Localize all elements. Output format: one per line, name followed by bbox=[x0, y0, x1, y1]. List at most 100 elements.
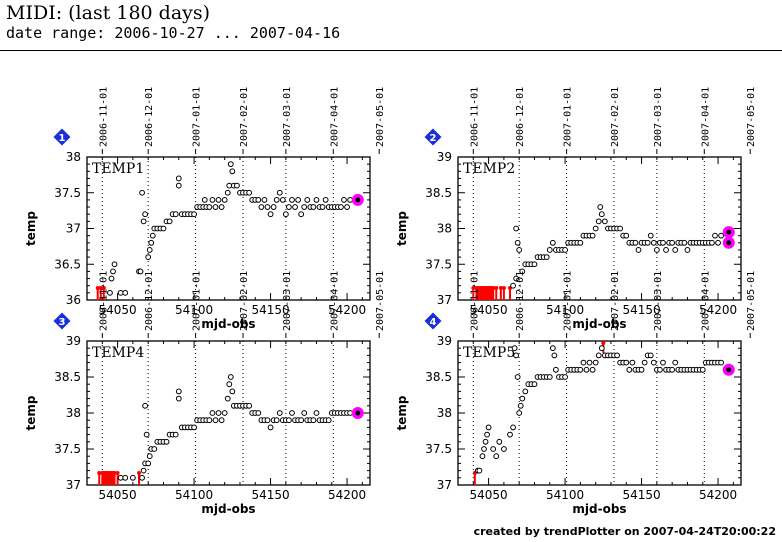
chart4-data-point bbox=[598, 345, 605, 352]
chart2-data-point bbox=[623, 232, 630, 239]
chart2-data-point bbox=[543, 254, 550, 261]
chart3-date-tick-label: 2007-05-01 bbox=[375, 271, 386, 331]
chart2-badge-icon bbox=[424, 128, 442, 146]
chart4-y-axis-label: temp bbox=[395, 395, 409, 430]
chart2-data-point bbox=[598, 211, 605, 218]
chart3-data-point bbox=[218, 417, 225, 424]
chart1-data-point bbox=[295, 197, 302, 203]
chart2-badge-number: 2 bbox=[430, 133, 437, 144]
chart4-y-tick-label: 38 bbox=[437, 406, 452, 420]
chart3-data-point bbox=[289, 410, 295, 416]
chart3-outlier-marker bbox=[137, 471, 142, 475]
chart1-data-point bbox=[145, 254, 152, 261]
chart4-date-tick-label: 2006-11-01 bbox=[469, 271, 480, 331]
chart1-data-point bbox=[289, 197, 295, 203]
chart1-data-point bbox=[246, 189, 253, 196]
chart1-data-point bbox=[140, 218, 147, 225]
chart4-data-point bbox=[517, 402, 524, 409]
chart1-data-point bbox=[221, 197, 228, 203]
chart1-data-point bbox=[201, 197, 208, 203]
chart1-data-point bbox=[286, 204, 292, 210]
chart3-data-point bbox=[117, 474, 124, 481]
chart2-data-point bbox=[595, 218, 602, 225]
chart3-plot-frame bbox=[86, 340, 371, 486]
chart3-data-point bbox=[175, 395, 182, 402]
chart1-y-tick-label: 36.5 bbox=[54, 257, 81, 271]
chart1-date-tick-label: 2007-04-01 bbox=[329, 87, 340, 147]
chart2-data-point bbox=[650, 239, 657, 246]
chart4-data-point bbox=[484, 431, 490, 438]
chart4-data-point bbox=[490, 446, 497, 452]
chart3-data-point bbox=[172, 431, 179, 438]
chart3-data-point bbox=[227, 374, 234, 380]
chart4-date-tick-label: 2007-02-01 bbox=[610, 271, 621, 331]
chart2-y-tick-label: 38.5 bbox=[425, 186, 452, 200]
chart1-data-point bbox=[107, 289, 113, 296]
chart2-data-point bbox=[589, 232, 596, 239]
chart4-badge-number: 4 bbox=[430, 317, 437, 328]
chart2-x-tick-label: 54050 bbox=[470, 303, 508, 317]
chart3-data-point bbox=[209, 410, 216, 416]
chart1-data-point bbox=[338, 204, 344, 210]
chart1-data-point bbox=[313, 197, 320, 203]
chart3-date-tick-label: 2006-11-01 bbox=[98, 271, 109, 331]
chart1-outlier-marker bbox=[95, 286, 100, 290]
chart1-data-point bbox=[276, 189, 283, 196]
chart1-data-point bbox=[218, 204, 225, 210]
chart2-plot-frame bbox=[457, 156, 742, 301]
chart4-data-point bbox=[623, 359, 630, 366]
chart4-badge-icon bbox=[424, 312, 442, 330]
chart2-data-point bbox=[663, 247, 669, 253]
chart3-data-point bbox=[226, 381, 233, 388]
chart2-y-tick-label: 38 bbox=[437, 222, 452, 236]
chart3-y-tick-label: 37.5 bbox=[54, 442, 81, 456]
chart3-data-point bbox=[276, 410, 283, 416]
chart2-date-tick-label: 2007-05-01 bbox=[746, 87, 757, 147]
chart1-y-tick-label: 36 bbox=[66, 293, 81, 307]
chart4-data-point bbox=[672, 359, 679, 366]
chart1-latest-point-core bbox=[355, 197, 361, 203]
chart4-data-point bbox=[657, 366, 663, 373]
chart4-x-tick-label: 54150 bbox=[622, 488, 660, 502]
chart2-date-tick-label: 2007-03-01 bbox=[653, 87, 664, 147]
chart4-data-point bbox=[629, 359, 636, 366]
chart3-data-point bbox=[139, 474, 145, 481]
chart1-data-point bbox=[261, 197, 268, 203]
chart1-date-tick-label: 2007-05-01 bbox=[375, 87, 386, 147]
chart4-data-point bbox=[660, 359, 666, 366]
chart1-data-point bbox=[166, 218, 173, 225]
chart1-data-point bbox=[215, 197, 222, 203]
date-range-label: date range: 2006-10-27 ... 2007-04-16 bbox=[6, 24, 341, 42]
chart4-data-point bbox=[513, 352, 520, 359]
chart4-data-point bbox=[580, 359, 587, 366]
chart1-x-tick-label: 54150 bbox=[251, 303, 289, 317]
chart3-y-tick-label: 39 bbox=[66, 334, 81, 348]
chart3-outlier-marker bbox=[112, 471, 117, 475]
chart2-date-tick-label: 2007-02-01 bbox=[610, 87, 621, 147]
chart3-data-point bbox=[142, 402, 149, 409]
chart2-data-point bbox=[718, 232, 725, 239]
chart1-data-point bbox=[139, 189, 145, 196]
chart3-data-point bbox=[206, 417, 213, 424]
chart1-date-tick-label: 2006-11-01 bbox=[98, 87, 109, 147]
chart1-data-point bbox=[117, 289, 124, 296]
chart1-data-point bbox=[270, 204, 277, 210]
chart1-data-point bbox=[108, 275, 115, 282]
chart3-latest-point-core bbox=[355, 410, 361, 416]
chart3-outlier-marker bbox=[97, 471, 102, 475]
chart4-data-point bbox=[626, 366, 633, 373]
chart4-outlier-marker bbox=[601, 341, 606, 345]
chart1-data-point bbox=[224, 189, 231, 196]
chart4-date-tick-label: 2007-01-01 bbox=[563, 271, 574, 331]
chart1-y-axis-label: temp bbox=[24, 211, 38, 246]
chart1-data-point bbox=[264, 204, 271, 210]
chart1-data-point bbox=[282, 211, 289, 218]
chart4-data-point bbox=[586, 359, 593, 366]
chart3-data-point bbox=[140, 467, 147, 474]
chart2-data-point bbox=[653, 247, 660, 253]
chart3-data-point bbox=[298, 417, 305, 424]
chart4-data-point bbox=[583, 366, 590, 373]
chart4-data-point bbox=[485, 424, 492, 431]
chart3-date-tick-label: 2007-02-01 bbox=[239, 271, 250, 331]
chart2-data-point bbox=[513, 275, 520, 282]
